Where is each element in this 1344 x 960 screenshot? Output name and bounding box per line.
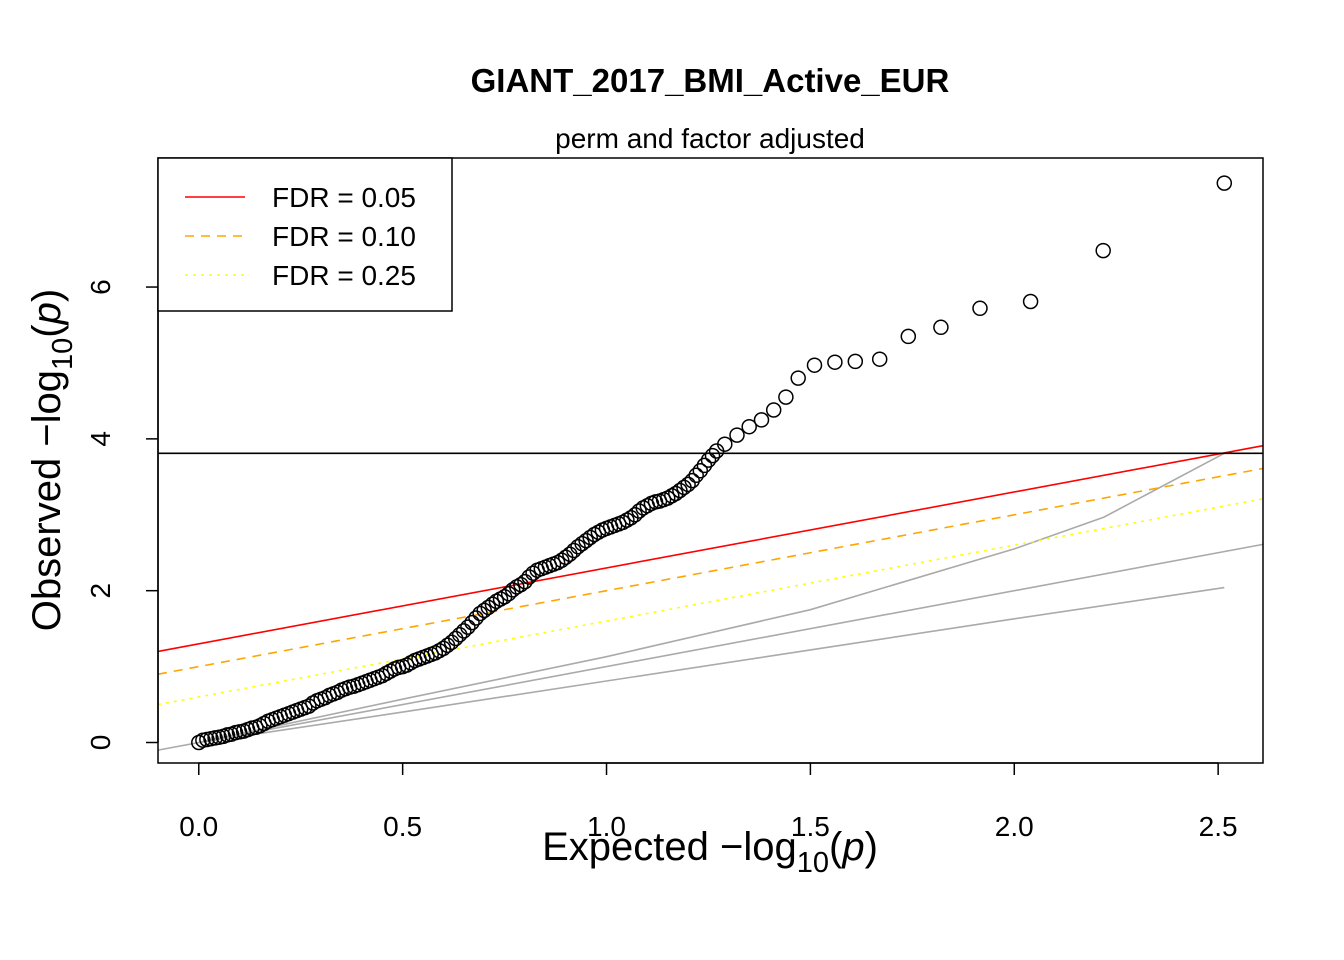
data-point xyxy=(933,319,949,336)
data-point xyxy=(378,665,395,682)
data-point xyxy=(717,436,733,452)
x-axis-label: Expected −log10(p) xyxy=(542,825,878,879)
data-point xyxy=(684,472,700,489)
points-layer xyxy=(191,175,1233,751)
data-point xyxy=(704,447,721,464)
lines-layer xyxy=(157,444,1264,751)
y-axis-label: Observed −log10(p) xyxy=(25,289,79,631)
reference-line-3 xyxy=(198,586,1225,744)
x-tick-label: 0.0 xyxy=(179,811,218,842)
data-point xyxy=(464,614,480,631)
data-point xyxy=(574,535,590,552)
legend: FDR = 0.05 FDR = 0.10 FDR = 0.25 xyxy=(157,157,453,312)
data-point xyxy=(688,467,704,484)
data-point xyxy=(729,427,745,443)
data-point xyxy=(480,599,497,616)
data-point xyxy=(827,354,843,370)
data-point xyxy=(456,623,472,639)
data-point xyxy=(252,718,268,734)
data-point xyxy=(900,328,917,345)
data-point xyxy=(765,402,782,418)
data-point xyxy=(517,573,533,590)
data-point xyxy=(1216,175,1233,191)
axes-layer: 0.0 0.5 1.0 1.5 2.0 2.5 0 2 4 6 xyxy=(85,279,1238,842)
data-point xyxy=(692,462,709,479)
x-tick-label: 1.0 xyxy=(587,811,626,842)
data-point xyxy=(871,351,888,367)
data-point xyxy=(741,418,757,435)
y-tick-label: 6 xyxy=(85,279,116,295)
data-point xyxy=(476,602,492,619)
data-point xyxy=(696,457,713,474)
data-point xyxy=(488,593,505,610)
data-point xyxy=(549,554,566,571)
data-point xyxy=(570,538,586,555)
fdr-line-2 xyxy=(157,467,1264,675)
x-tick-label: 2.0 xyxy=(995,811,1034,842)
legend-label-fdr-010: FDR = 0.10 xyxy=(272,221,416,252)
legend-box xyxy=(157,157,453,312)
data-point xyxy=(1095,242,1111,259)
data-point xyxy=(374,667,391,684)
x-tick-label: 0.5 xyxy=(383,811,422,842)
y-tick-label: 4 xyxy=(85,431,116,447)
data-point xyxy=(619,512,635,528)
legend-label-fdr-005: FDR = 0.05 xyxy=(272,182,416,213)
data-point xyxy=(468,610,484,626)
data-point xyxy=(398,657,415,673)
data-point xyxy=(615,514,631,531)
reference-line-2 xyxy=(198,452,1225,744)
chart-subtitle: perm and factor adjusted xyxy=(555,123,865,154)
data-point xyxy=(451,626,468,643)
data-point xyxy=(672,482,688,499)
data-point xyxy=(1022,293,1039,310)
data-point xyxy=(578,532,594,549)
fdr-line-3 xyxy=(157,498,1264,706)
data-point xyxy=(778,389,794,405)
data-point xyxy=(847,353,864,370)
x-tick-label: 2.5 xyxy=(1199,811,1238,842)
data-point xyxy=(509,579,525,595)
data-point xyxy=(484,596,501,613)
x-tick-label: 1.5 xyxy=(791,811,830,842)
reference-line-1 xyxy=(157,543,1264,751)
data-point xyxy=(631,503,647,519)
data-point xyxy=(753,412,770,428)
data-point xyxy=(680,476,696,493)
legend-label-fdr-025: FDR = 0.25 xyxy=(272,260,416,291)
data-point xyxy=(504,582,521,598)
data-point xyxy=(664,488,680,504)
data-point xyxy=(582,529,598,546)
data-point xyxy=(659,490,676,506)
data-point xyxy=(427,645,444,661)
data-point xyxy=(586,526,603,543)
data-point xyxy=(460,619,476,635)
data-point xyxy=(431,642,448,659)
plot-border xyxy=(157,157,1264,764)
data-point xyxy=(472,605,488,622)
data-point xyxy=(525,565,541,581)
data-point xyxy=(553,552,570,569)
y-tick-label: 2 xyxy=(85,583,116,599)
data-point xyxy=(301,698,317,714)
chart-title: GIANT_2017_BMI_Active_EUR xyxy=(471,62,950,99)
data-point xyxy=(806,357,823,373)
fdr-line-1 xyxy=(157,444,1264,653)
y-tick-label: 0 xyxy=(85,735,116,751)
data-point xyxy=(790,370,806,386)
data-point xyxy=(435,640,452,657)
data-point xyxy=(972,300,988,317)
data-point xyxy=(668,485,684,502)
data-point xyxy=(700,452,717,468)
